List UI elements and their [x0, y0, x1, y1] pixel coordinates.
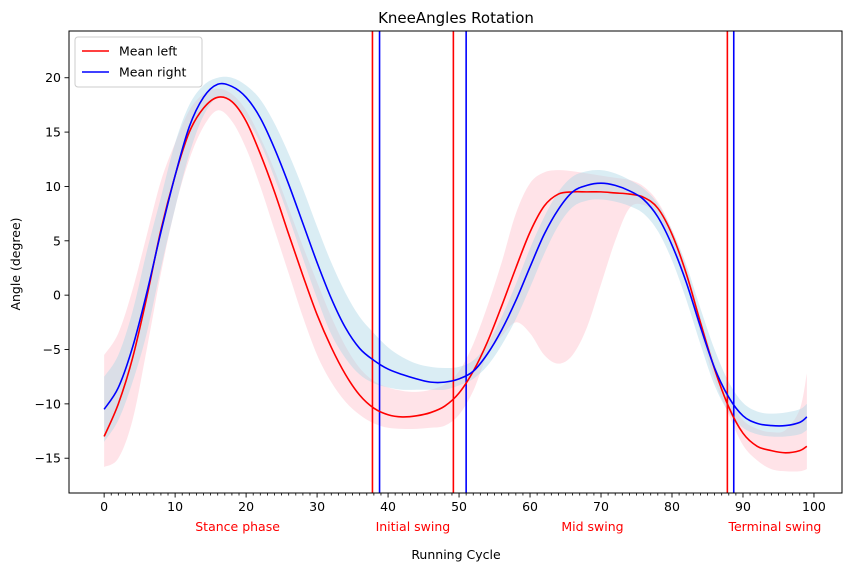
phase-label: Terminal swing — [727, 519, 821, 534]
y-tick-label: 15 — [45, 125, 61, 140]
legend: Mean left Mean right — [74, 36, 203, 88]
legend-box — [74, 36, 203, 88]
band-series-2 — [104, 76, 807, 442]
band-series-1 — [104, 88, 807, 472]
y-axis-ticks: −15 −10 −5 0 5 10 15 20 — [35, 70, 69, 466]
x-tick-label: 10 — [167, 499, 183, 514]
y-tick-label: 0 — [53, 288, 61, 303]
x-tick-label: 20 — [238, 499, 254, 514]
plot-area-frame — [68, 30, 843, 494]
y-tick-label: −5 — [43, 342, 61, 357]
x-tick-label: 0 — [100, 499, 108, 514]
confidence-bands — [104, 76, 807, 472]
x-tick-label: 40 — [380, 499, 396, 514]
y-tick-label: 5 — [53, 233, 61, 248]
y-tick-label: −15 — [35, 451, 61, 466]
phase-labels: Stance phase Initial swing Mid swing Termin… — [195, 519, 821, 534]
legend-label: Mean left — [119, 44, 177, 59]
x-tick-label: 90 — [735, 499, 751, 514]
y-tick-label: −10 — [35, 396, 61, 411]
x-tick-label: 100 — [802, 499, 826, 514]
phase-label: Mid swing — [561, 519, 623, 534]
phase-label: Stance phase — [195, 519, 280, 534]
x-tick-label: 80 — [664, 499, 680, 514]
legend-label: Mean right — [119, 65, 187, 80]
y-tick-label: 20 — [45, 70, 61, 85]
x-tick-label: 50 — [451, 499, 467, 514]
line-series-1 — [103, 96, 808, 454]
phase-label: Initial swing — [376, 519, 451, 534]
x-axis-label: Running Cycle — [411, 547, 501, 562]
x-tick-label: 30 — [309, 499, 325, 514]
y-axis-label: Angle (degree) — [8, 217, 23, 310]
x-tick-label: 60 — [522, 499, 538, 514]
line-series-2 — [103, 82, 808, 427]
mean-lines — [103, 82, 808, 454]
x-tick-label: 70 — [593, 499, 609, 514]
x-axis-ticks: 0 10 20 30 40 50 60 70 80 90 100 — [100, 493, 826, 514]
chart-title: KneeAngles Rotation — [378, 9, 534, 27]
y-tick-label: 10 — [45, 179, 61, 194]
